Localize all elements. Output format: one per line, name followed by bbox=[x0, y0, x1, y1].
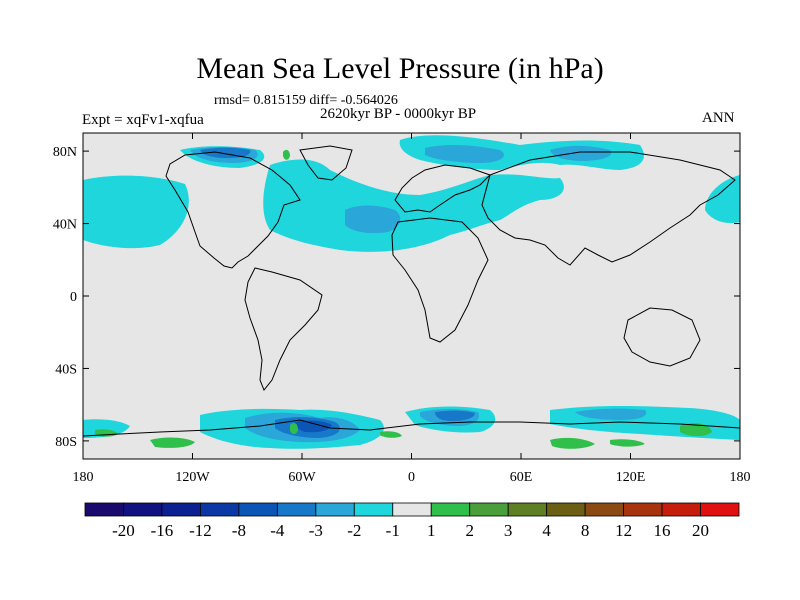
lon-tick-label: 60W bbox=[288, 470, 316, 485]
colorbar-label: -20 bbox=[112, 521, 135, 540]
colorbar-swatch bbox=[700, 502, 740, 517]
coastlines bbox=[83, 145, 740, 437]
colorbar-label: 4 bbox=[542, 521, 551, 540]
colorbar-swatch bbox=[315, 502, 355, 517]
colorbar-swatch bbox=[276, 502, 317, 517]
colorbar-label: -1 bbox=[386, 521, 400, 540]
colorbar-swatch bbox=[507, 502, 548, 517]
season-label: ANN bbox=[702, 110, 735, 126]
colorbar-label: -2 bbox=[347, 521, 361, 540]
lon-tick-label: 180 bbox=[730, 470, 751, 485]
coast-europe bbox=[394, 164, 491, 213]
colorbar-label: 20 bbox=[692, 521, 709, 540]
experiment-label: Expt = xqFv1-xqfua bbox=[82, 112, 204, 128]
lat-tick-label: 80N bbox=[53, 145, 77, 160]
lat-tick-label: 0 bbox=[70, 290, 77, 305]
lat-tick-label: 40S bbox=[55, 362, 77, 377]
colorbar-label: -16 bbox=[151, 521, 174, 540]
colorbar-swatch bbox=[546, 502, 586, 517]
map-background bbox=[83, 133, 740, 459]
colorbar-label: -4 bbox=[270, 521, 285, 540]
colorbar-swatch bbox=[584, 502, 624, 517]
coast-south-america bbox=[244, 267, 323, 391]
colorbar-label: -3 bbox=[309, 521, 323, 540]
chart-title: Mean Sea Level Pressure (in hPa) bbox=[196, 52, 604, 85]
coast-antarctica bbox=[83, 419, 740, 437]
coast-africa bbox=[391, 217, 489, 343]
colorbar-swatch bbox=[200, 502, 240, 517]
colorbar-label: 8 bbox=[581, 521, 590, 540]
anomaly-minus4-regions bbox=[294, 420, 332, 433]
coast-asia bbox=[481, 151, 736, 266]
colorbar-swatch bbox=[161, 502, 201, 517]
lon-tick-label: 120E bbox=[616, 470, 646, 485]
colorbar-label: 2 bbox=[465, 521, 474, 540]
lat-tick-label: 80S bbox=[55, 435, 77, 450]
stats-text: rmsd= 0.815159 diff= -0.564026 bbox=[214, 93, 398, 108]
colorbar-swatch bbox=[392, 502, 432, 517]
colorbar-label: 16 bbox=[654, 521, 671, 540]
colorbar-label: 12 bbox=[615, 521, 632, 540]
colorbar-swatch bbox=[84, 502, 124, 517]
lon-tick-label: 0 bbox=[408, 470, 415, 485]
lon-tick-label: 60E bbox=[510, 470, 533, 485]
lat-tick-label: 40N bbox=[53, 218, 77, 233]
colorbar: -20 -16 -12 -8 -4 -3 -2 -1 1 2 3 4 8 12 16 20 bbox=[84, 502, 740, 540]
colorbar-swatch bbox=[661, 502, 701, 517]
colorbar-swatch bbox=[353, 502, 394, 517]
colorbar-label: -12 bbox=[189, 521, 212, 540]
colorbar-swatch bbox=[623, 502, 663, 517]
coast-australia bbox=[623, 307, 701, 367]
coast-north-america bbox=[165, 151, 301, 269]
colorbar-swatch bbox=[469, 502, 509, 517]
colorbar-label: -8 bbox=[232, 521, 246, 540]
colorbar-swatch bbox=[123, 502, 163, 517]
period-label: 2620kyr BP - 0000kyr BP bbox=[320, 106, 477, 122]
lon-tick-label: 120W bbox=[175, 470, 210, 485]
axis-ticks: 80N 40N 0 40S 80S 180 120W 60W 0 60E 120E 180 bbox=[53, 133, 751, 485]
coast-greenland bbox=[299, 145, 353, 181]
colorbar-label: 3 bbox=[504, 521, 513, 540]
colorbar-swatch bbox=[238, 502, 278, 517]
lon-tick-label: 180 bbox=[73, 470, 94, 485]
colorbar-label: 1 bbox=[427, 521, 436, 540]
colorbar-swatch bbox=[430, 502, 471, 517]
